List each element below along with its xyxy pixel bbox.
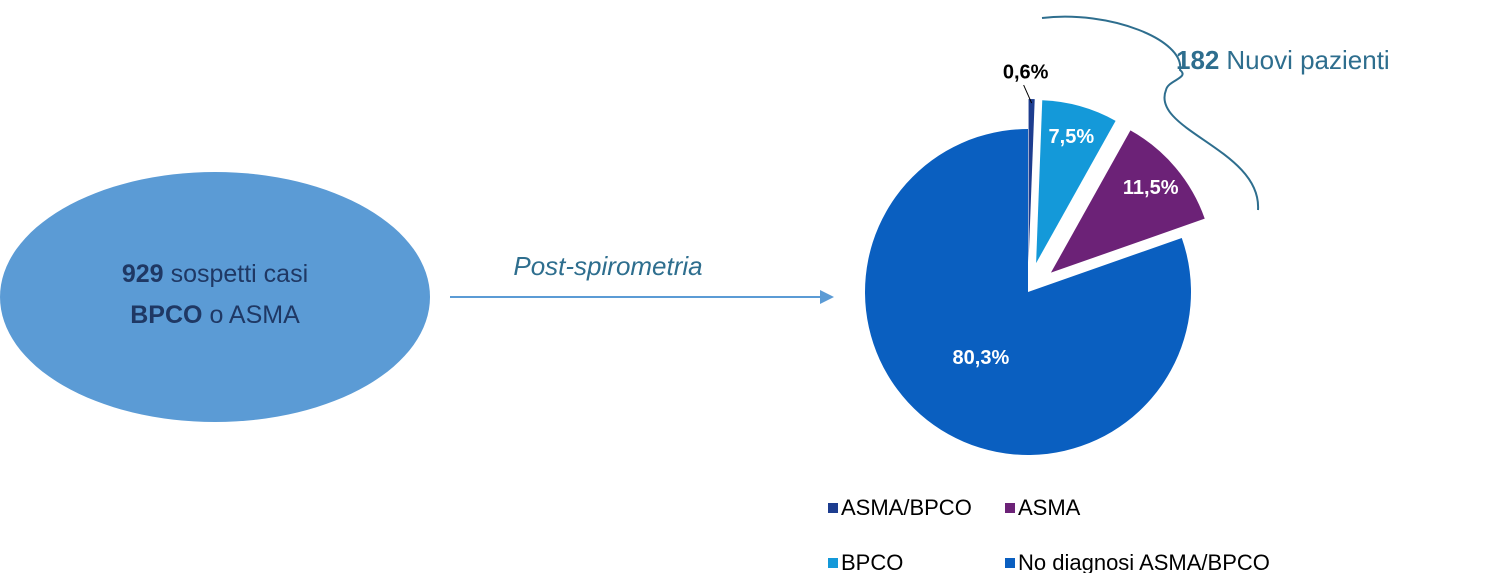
leader-line bbox=[1023, 84, 1033, 104]
legend-swatch bbox=[1005, 503, 1015, 513]
brace-text: 182 bbox=[1176, 45, 1219, 75]
pie-slice bbox=[1028, 99, 1035, 263]
brace-label: 182 Nuovi pazienti bbox=[1176, 45, 1390, 75]
pie-slice bbox=[1036, 100, 1116, 264]
brace bbox=[1041, 15, 1260, 211]
suspect-cases-ellipse bbox=[0, 172, 430, 422]
data-label: 80,3% bbox=[953, 347, 1010, 369]
ellipse-text: sospetti casi bbox=[171, 260, 309, 288]
brace-text: Nuovi pazienti bbox=[1226, 45, 1389, 75]
ellipse-text: BPCO bbox=[130, 301, 202, 329]
legend-swatch bbox=[828, 558, 838, 568]
data-label: 0,6% bbox=[1003, 61, 1049, 83]
ellipse-line: BPCO o ASMA bbox=[130, 301, 300, 329]
data-label: 11,5% bbox=[1123, 177, 1179, 199]
ellipse-text: 929 bbox=[122, 260, 164, 288]
legend-label: ASMA/BPCO bbox=[841, 495, 972, 520]
arrow-label: Post-spirometria bbox=[513, 251, 702, 281]
arrow-head bbox=[820, 290, 834, 304]
data-label: 7,5% bbox=[1049, 126, 1095, 148]
ellipse-line: 929 sospetti casi bbox=[122, 260, 308, 288]
pie-slice bbox=[1050, 130, 1205, 273]
legend-swatch bbox=[828, 503, 838, 513]
ellipse-text: o ASMA bbox=[209, 301, 300, 329]
pie-slice bbox=[864, 129, 1191, 455]
legend-label: ASMA bbox=[1018, 495, 1081, 520]
legend-label: BPCO bbox=[841, 550, 903, 573]
legend-swatch bbox=[1005, 558, 1015, 568]
legend-label: No diagnosi ASMA/BPCO bbox=[1018, 550, 1270, 573]
